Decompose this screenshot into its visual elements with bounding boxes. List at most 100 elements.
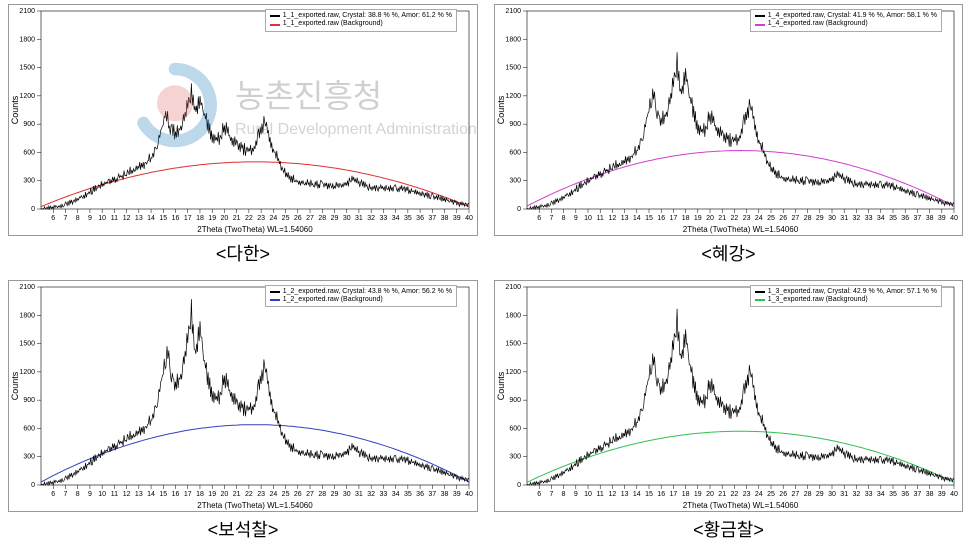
- svg-text:900: 900: [509, 121, 521, 128]
- svg-text:1800: 1800: [505, 36, 521, 43]
- svg-text:600: 600: [23, 149, 35, 156]
- svg-text:10: 10: [584, 491, 592, 498]
- svg-text:600: 600: [23, 425, 35, 432]
- panel-3: 6789101112131415161718192021222324252627…: [486, 276, 971, 551]
- legend-swatch: [755, 24, 765, 26]
- svg-text:36: 36: [901, 215, 909, 222]
- svg-text:40: 40: [950, 215, 958, 222]
- svg-text:20: 20: [706, 491, 714, 498]
- svg-text:19: 19: [208, 491, 216, 498]
- chart-2: 6789101112131415161718192021222324252627…: [8, 280, 478, 512]
- svg-text:8: 8: [76, 215, 80, 222]
- svg-text:9: 9: [574, 491, 578, 498]
- svg-text:31: 31: [355, 491, 363, 498]
- svg-text:1200: 1200: [505, 93, 521, 100]
- svg-text:22: 22: [731, 491, 739, 498]
- chart-0: 6789101112131415161718192021222324252627…: [8, 4, 478, 236]
- svg-text:23: 23: [743, 491, 751, 498]
- svg-text:12: 12: [123, 215, 131, 222]
- svg-text:1500: 1500: [19, 65, 35, 72]
- svg-text:2Theta (TwoTheta) WL=1.54060: 2Theta (TwoTheta) WL=1.54060: [683, 225, 799, 234]
- svg-text:38: 38: [926, 215, 934, 222]
- svg-text:10: 10: [584, 215, 592, 222]
- svg-text:38: 38: [441, 215, 449, 222]
- svg-text:15: 15: [645, 491, 653, 498]
- legend-swatch: [755, 299, 765, 301]
- panel-2: 6789101112131415161718192021222324252627…: [0, 276, 486, 551]
- svg-text:Counts: Counts: [496, 95, 506, 124]
- svg-text:25: 25: [282, 215, 290, 222]
- svg-text:2100: 2100: [19, 284, 35, 291]
- legend: 1_4_exported.raw, Crystal: 41.9 % %, Amo…: [750, 9, 942, 32]
- svg-text:17: 17: [184, 215, 192, 222]
- svg-text:23: 23: [257, 215, 265, 222]
- svg-text:19: 19: [694, 215, 702, 222]
- svg-text:6: 6: [51, 215, 55, 222]
- svg-text:2Theta (TwoTheta) WL=1.54060: 2Theta (TwoTheta) WL=1.54060: [683, 501, 799, 510]
- svg-text:23: 23: [257, 491, 265, 498]
- svg-text:18: 18: [682, 491, 690, 498]
- svg-text:32: 32: [853, 215, 861, 222]
- svg-text:Counts: Counts: [10, 95, 20, 124]
- legend-label: 1_2_exported.raw, Crystal: 43.8 % %, Amo…: [283, 288, 452, 296]
- svg-text:15: 15: [645, 215, 653, 222]
- svg-text:2100: 2100: [19, 8, 35, 15]
- caption-0: <다한>: [8, 240, 478, 266]
- svg-text:20: 20: [221, 491, 229, 498]
- svg-text:10: 10: [98, 215, 106, 222]
- svg-text:27: 27: [792, 491, 800, 498]
- svg-text:26: 26: [294, 215, 302, 222]
- caption-3: <황금찰>: [494, 516, 963, 542]
- svg-text:300: 300: [509, 178, 521, 185]
- svg-text:24: 24: [269, 215, 277, 222]
- svg-text:40: 40: [465, 491, 473, 498]
- legend: 1_3_exported.raw, Crystal: 42.9 % %, Amo…: [750, 285, 942, 308]
- svg-text:31: 31: [840, 215, 848, 222]
- svg-text:27: 27: [306, 215, 314, 222]
- svg-text:13: 13: [135, 491, 143, 498]
- svg-text:1500: 1500: [505, 65, 521, 72]
- svg-text:35: 35: [889, 215, 897, 222]
- svg-text:22: 22: [245, 491, 253, 498]
- svg-text:300: 300: [23, 178, 35, 185]
- svg-text:900: 900: [23, 121, 35, 128]
- svg-text:21: 21: [233, 491, 241, 498]
- svg-text:22: 22: [731, 215, 739, 222]
- svg-text:300: 300: [23, 453, 35, 460]
- svg-text:26: 26: [779, 215, 787, 222]
- svg-text:1200: 1200: [505, 368, 521, 375]
- legend: 1_1_exported.raw, Crystal: 38.8 % %, Amo…: [265, 9, 457, 32]
- legend-label: 1_4_exported.raw, Crystal: 41.9 % %, Amo…: [768, 12, 937, 20]
- svg-text:35: 35: [404, 491, 412, 498]
- svg-text:13: 13: [621, 491, 629, 498]
- svg-text:9: 9: [88, 215, 92, 222]
- svg-text:6: 6: [51, 491, 55, 498]
- svg-text:0: 0: [517, 206, 521, 213]
- svg-text:36: 36: [901, 491, 909, 498]
- svg-text:23: 23: [743, 215, 751, 222]
- svg-text:16: 16: [172, 215, 180, 222]
- chart-1: 6789101112131415161718192021222324252627…: [494, 4, 963, 236]
- svg-text:17: 17: [670, 215, 678, 222]
- svg-text:12: 12: [123, 491, 131, 498]
- svg-text:30: 30: [828, 491, 836, 498]
- legend-label: 1_1_exported.raw (Background): [283, 20, 383, 28]
- svg-text:20: 20: [706, 215, 714, 222]
- svg-text:1200: 1200: [19, 93, 35, 100]
- svg-text:16: 16: [657, 491, 665, 498]
- legend-swatch: [755, 15, 765, 17]
- svg-text:26: 26: [294, 491, 302, 498]
- panel-1: 6789101112131415161718192021222324252627…: [486, 0, 971, 276]
- svg-text:29: 29: [331, 215, 339, 222]
- legend-label: 1_4_exported.raw (Background): [768, 20, 868, 28]
- svg-text:26: 26: [779, 491, 787, 498]
- legend-swatch: [270, 24, 280, 26]
- legend-swatch: [270, 299, 280, 301]
- svg-text:35: 35: [404, 215, 412, 222]
- svg-text:16: 16: [172, 491, 180, 498]
- svg-text:2Theta (TwoTheta) WL=1.54060: 2Theta (TwoTheta) WL=1.54060: [197, 225, 313, 234]
- svg-text:0: 0: [31, 206, 35, 213]
- svg-text:12: 12: [609, 491, 617, 498]
- svg-text:34: 34: [392, 491, 400, 498]
- svg-text:9: 9: [88, 491, 92, 498]
